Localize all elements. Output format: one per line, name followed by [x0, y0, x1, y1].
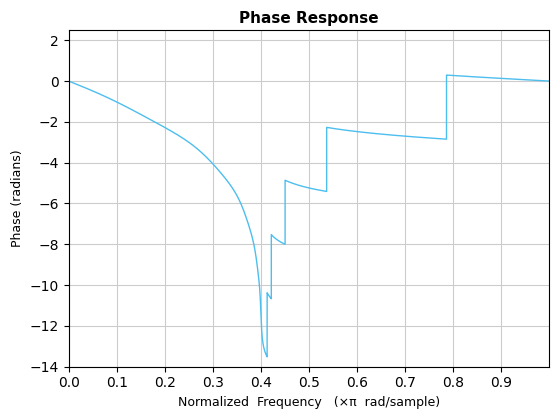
X-axis label: Normalized  Frequency   (×π  rad/sample): Normalized Frequency (×π rad/sample): [178, 396, 440, 409]
Y-axis label: Phase (radians): Phase (radians): [11, 150, 24, 247]
Title: Phase Response: Phase Response: [239, 11, 379, 26]
